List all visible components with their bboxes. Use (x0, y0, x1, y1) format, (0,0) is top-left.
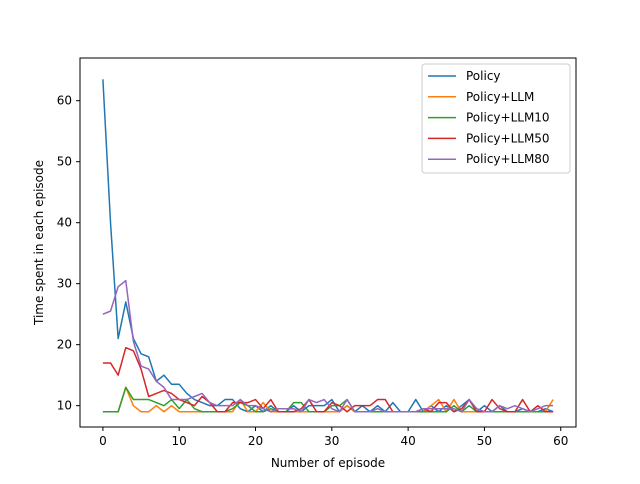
legend-label: Policy+LLM (466, 90, 534, 104)
series-line-policy (102, 79, 554, 413)
y-axis-ticks: 10 20 30 40 50 60 (57, 94, 80, 413)
legend-box (421, 63, 571, 174)
y-tick-label: 60 (57, 94, 72, 108)
x-tick-label: 30 (324, 434, 339, 448)
x-axis-label: Number of episode (271, 456, 385, 470)
x-tick-label: 40 (400, 434, 415, 448)
series-line-policy-llm80 (102, 279, 554, 413)
axes-frame (79, 57, 577, 428)
x-tick-label: 0 (99, 434, 107, 448)
x-tick-label: 50 (477, 434, 492, 448)
legend: Policy Policy+LLM Policy+LLM10 Policy+LLM50… (421, 63, 571, 174)
y-tick-label: 20 (57, 338, 72, 352)
x-tick-label: 60 (553, 434, 568, 448)
x-tick-label: 10 (172, 434, 187, 448)
series-line-policy-llm50 (102, 346, 554, 413)
y-tick-label: 50 (57, 155, 72, 169)
legend-label: Policy+LLM50 (466, 131, 550, 145)
legend-label: Policy+LLM10 (466, 111, 550, 125)
x-tick-label: 20 (248, 434, 263, 448)
legend-label: Policy (466, 69, 501, 83)
x-axis-ticks: 0 10 20 30 40 50 60 (99, 427, 568, 448)
y-tick-label: 40 (57, 216, 72, 230)
legend-label: Policy+LLM80 (466, 152, 550, 166)
series-layer (102, 79, 554, 413)
y-tick-label: 10 (57, 399, 72, 413)
y-axis-label: Time spent in each episode (32, 160, 46, 326)
y-tick-label: 30 (57, 277, 72, 291)
